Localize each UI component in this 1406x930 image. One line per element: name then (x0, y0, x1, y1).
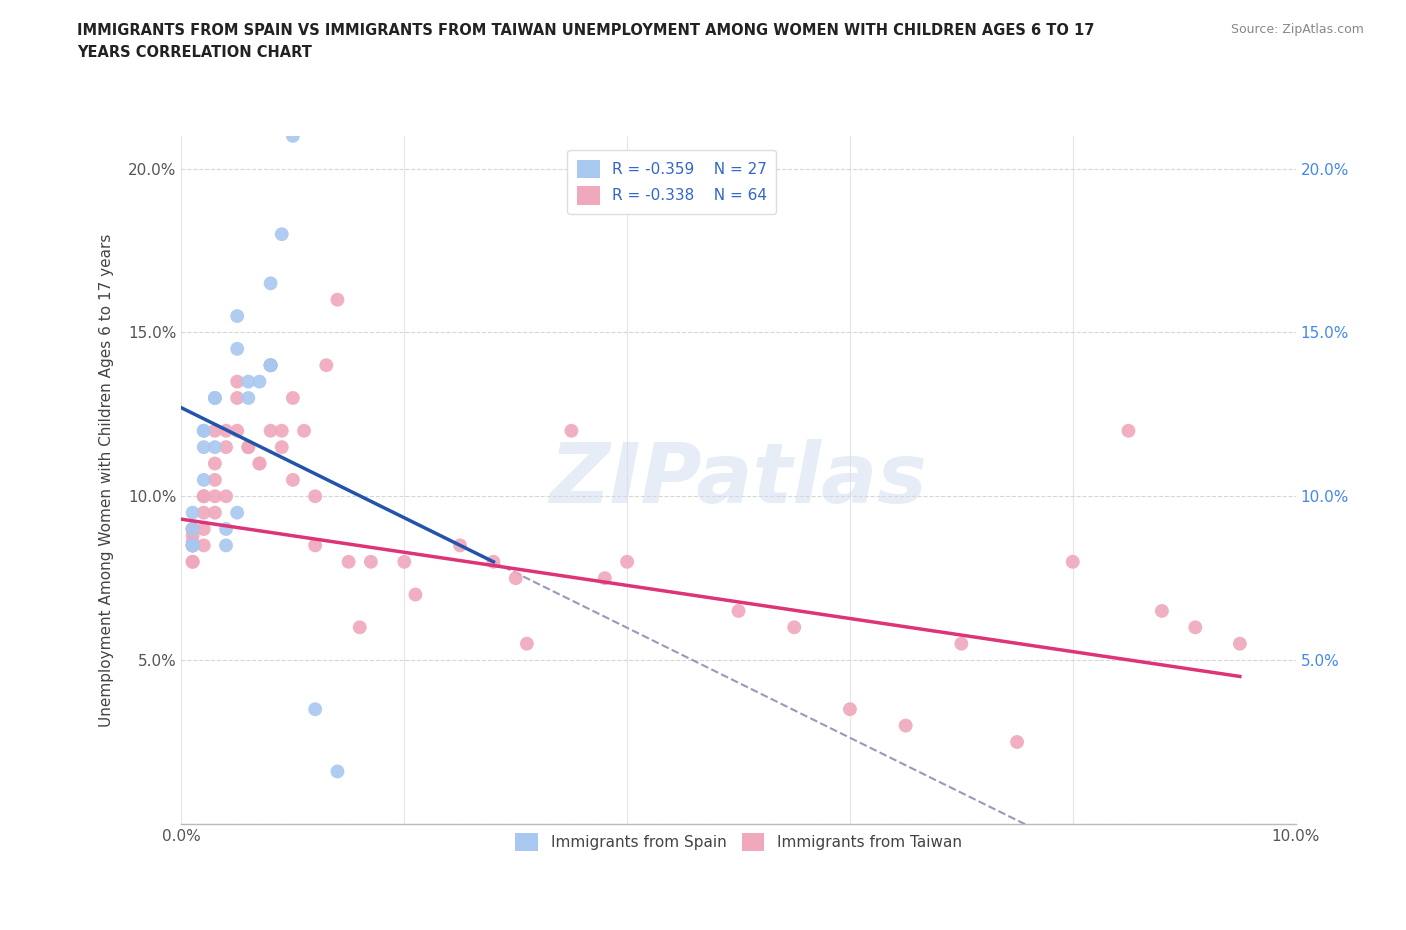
Point (181, 554, 204, 569)
Point (181, 505, 204, 520)
Point (215, 440, 238, 455)
Point (315, 358, 337, 373)
Point (259, 358, 281, 373)
Point (226, 423, 249, 438)
Point (304, 538, 326, 552)
Point (394, 554, 416, 569)
Point (259, 276, 281, 291)
Point (215, 489, 238, 504)
Point (226, 341, 249, 356)
Point (181, 522, 204, 537)
Point (215, 522, 238, 537)
Point (1184, 620, 1206, 635)
Point (204, 391, 226, 405)
Point (193, 472, 215, 487)
Point (193, 505, 215, 520)
Point (181, 554, 204, 569)
Point (360, 554, 382, 569)
Point (516, 636, 538, 651)
Point (193, 440, 215, 455)
Point (181, 538, 204, 552)
Point (181, 538, 204, 552)
Point (238, 391, 260, 405)
Point (238, 374, 260, 389)
Point (281, 472, 304, 487)
Point (181, 528, 204, 543)
Point (181, 538, 204, 552)
Point (181, 538, 204, 552)
Point (505, 571, 527, 586)
Point (204, 456, 226, 471)
Point (249, 374, 271, 389)
Point (304, 489, 326, 504)
Point (259, 358, 281, 373)
Point (1118, 423, 1140, 438)
Point (616, 554, 638, 569)
Point (337, 554, 360, 569)
Point (181, 535, 204, 550)
Point (783, 620, 806, 635)
Point (181, 538, 204, 552)
Point (226, 374, 249, 389)
Point (226, 505, 249, 520)
Point (193, 423, 215, 438)
Point (593, 571, 616, 586)
Point (449, 538, 471, 552)
Point (204, 440, 226, 455)
Point (1150, 604, 1173, 618)
Point (226, 391, 249, 405)
Point (238, 440, 260, 455)
Point (204, 472, 226, 487)
Point (727, 604, 749, 618)
Point (1062, 554, 1084, 569)
Point (270, 227, 292, 242)
Point (249, 456, 271, 471)
Point (950, 636, 973, 651)
Point (259, 358, 281, 373)
Point (349, 620, 371, 635)
Point (270, 440, 292, 455)
Point (1005, 735, 1028, 750)
Point (226, 309, 249, 324)
Point (1229, 636, 1251, 651)
Point (482, 554, 505, 569)
Point (259, 358, 281, 373)
Point (292, 423, 315, 438)
Point (326, 292, 349, 307)
Point (215, 423, 238, 438)
Y-axis label: Unemployment Among Women with Children Ages 6 to 17 years: Unemployment Among Women with Children A… (100, 233, 114, 726)
Point (560, 423, 582, 438)
Point (193, 538, 215, 552)
Point (249, 456, 271, 471)
Point (326, 764, 349, 779)
Point (181, 522, 204, 537)
Point (404, 587, 426, 602)
Point (204, 423, 226, 438)
Point (215, 538, 238, 552)
Point (204, 391, 226, 405)
Point (281, 128, 304, 143)
Text: Source: ZipAtlas.com: Source: ZipAtlas.com (1230, 23, 1364, 36)
Point (193, 522, 215, 537)
Point (270, 423, 292, 438)
Point (238, 440, 260, 455)
Text: ZIPatlas: ZIPatlas (550, 439, 928, 521)
Point (193, 489, 215, 504)
Point (193, 423, 215, 438)
Point (839, 702, 862, 717)
Point (181, 522, 204, 537)
Point (281, 391, 304, 405)
Point (894, 718, 917, 733)
Legend: Immigrants from Spain, Immigrants from Taiwan: Immigrants from Spain, Immigrants from T… (509, 827, 967, 857)
Point (259, 423, 281, 438)
Point (304, 702, 326, 717)
Point (193, 489, 215, 504)
Point (181, 522, 204, 537)
Point (204, 489, 226, 504)
Text: IMMIGRANTS FROM SPAIN VS IMMIGRANTS FROM TAIWAN UNEMPLOYMENT AMONG WOMEN WITH CH: IMMIGRANTS FROM SPAIN VS IMMIGRANTS FROM… (77, 23, 1095, 60)
Point (204, 505, 226, 520)
